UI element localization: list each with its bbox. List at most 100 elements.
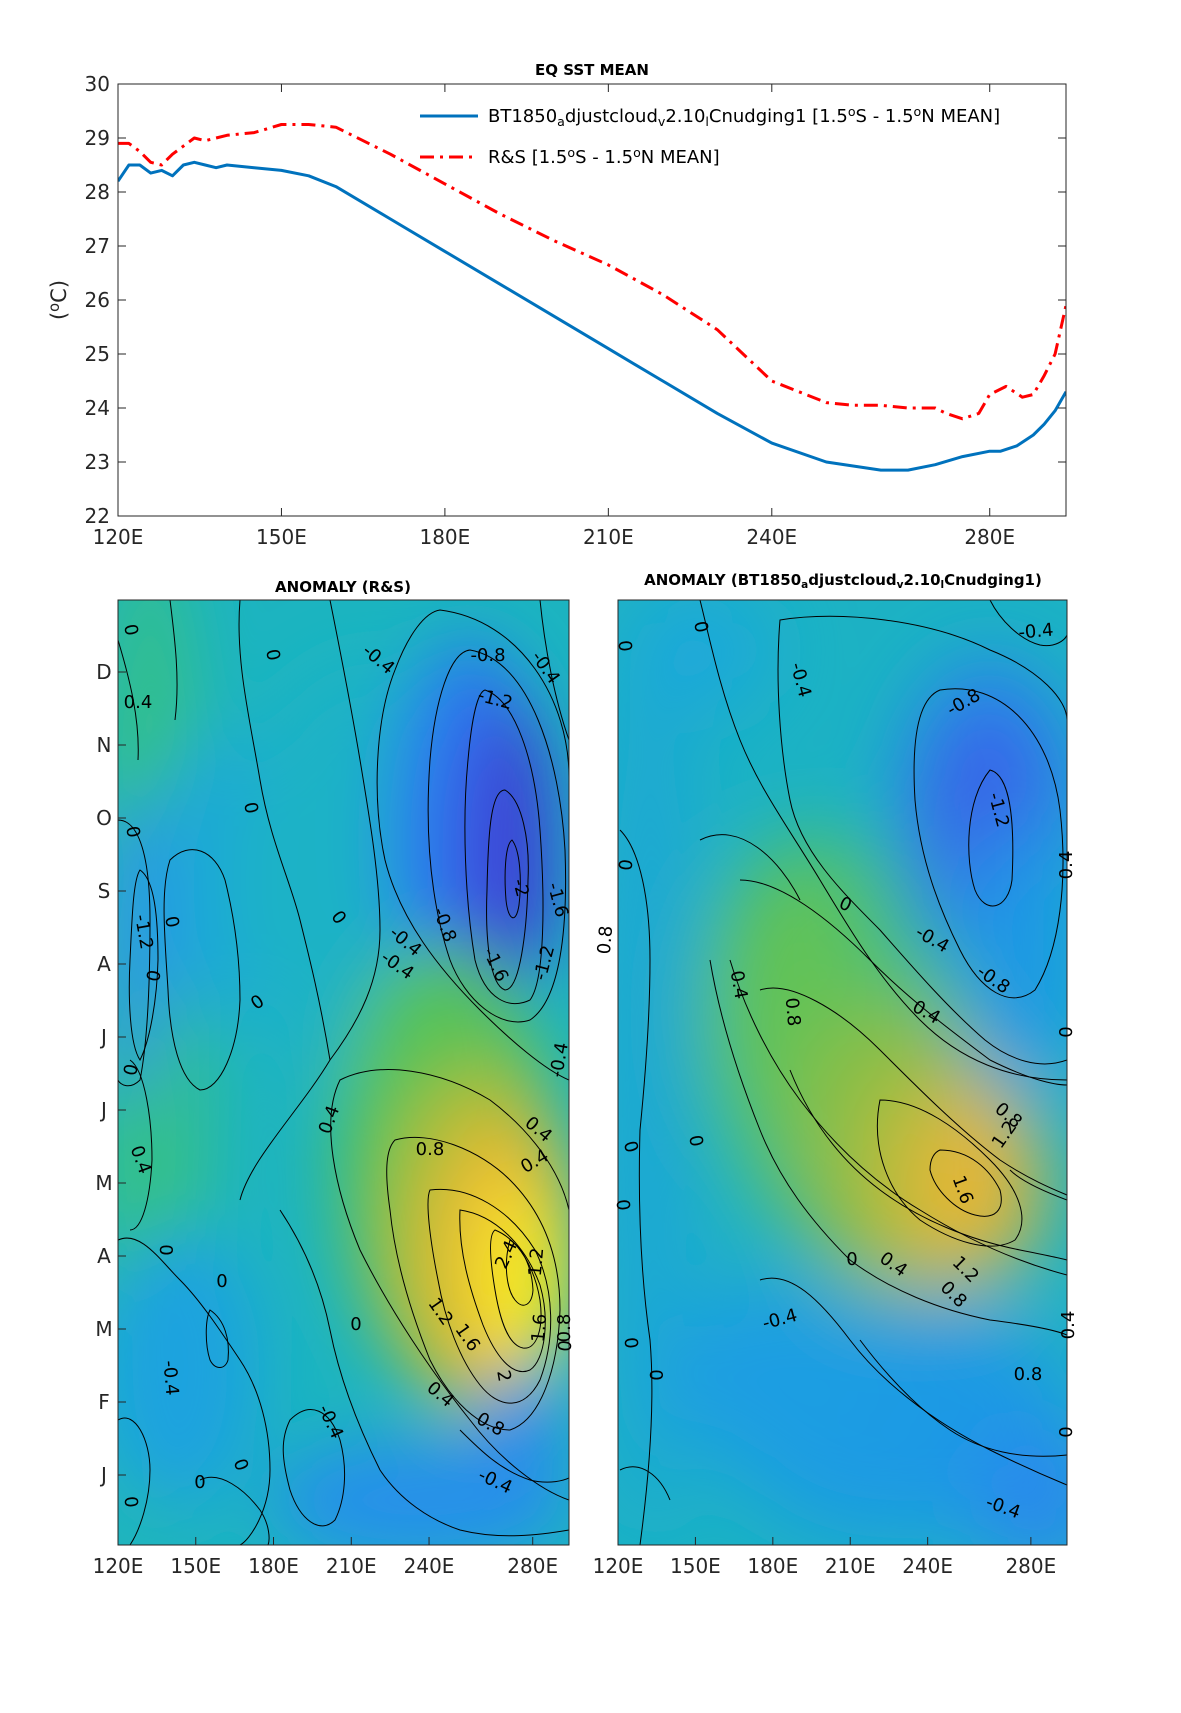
contour-label: 0	[684, 1133, 707, 1148]
y-tick-label: 30	[85, 72, 110, 96]
y-tick-label: 22	[85, 504, 110, 528]
anomaly-model-field	[618, 600, 1067, 1545]
contour-label: 0	[555, 1339, 577, 1352]
x-tick-label: 120E	[93, 1554, 144, 1578]
legend-label: R&S [1.5oS - 1.5oN MEAN]	[488, 145, 720, 168]
contour-label: 0	[143, 968, 166, 983]
x-tick-label: 240E	[404, 1554, 455, 1578]
line-chart-title: EQ SST MEAN	[535, 61, 649, 79]
anomaly-obs-title: ANOMALY (R&S)	[275, 578, 411, 596]
y-tick-label: 29	[85, 126, 110, 150]
x-tick-label: 150E	[256, 525, 307, 549]
contour-label: 0.4	[1056, 851, 1077, 880]
month-label: J	[99, 1098, 107, 1122]
x-tick-label: 280E	[1005, 1554, 1056, 1578]
x-tick-label: 240E	[746, 525, 797, 549]
y-tick-label: 27	[85, 234, 110, 258]
contour-label: 0	[155, 1244, 176, 1255]
x-tick-label: 210E	[326, 1554, 377, 1578]
x-tick-label: 150E	[170, 1554, 221, 1578]
contour-label: 0	[119, 622, 142, 637]
contour-label: 0	[121, 824, 144, 839]
month-label: D	[96, 660, 111, 684]
anomaly-model-title: ANOMALY (BT1850adjustcloudv2.10lCnudging…	[644, 571, 1042, 591]
heatmap-color-blobs	[618, 600, 1067, 1545]
contour-label: -2	[508, 876, 533, 899]
y-tick-label: 26	[85, 288, 110, 312]
anomaly-model-x-axis: 120E 150E 180E 210E 240E 280E	[593, 1537, 1056, 1578]
contour-label: 0.8	[416, 1139, 445, 1160]
anomaly-model-frame	[617, 599, 1068, 1546]
contour-label: 0	[619, 1139, 642, 1155]
contour-label: 0	[846, 1249, 857, 1270]
contour-lines	[118, 600, 569, 1545]
month-label: F	[98, 1390, 110, 1414]
month-label: J	[99, 1025, 107, 1049]
x-tick-label: 180E	[248, 1554, 299, 1578]
month-label: M	[95, 1317, 112, 1341]
x-tick-label: 180E	[419, 525, 470, 549]
contour-label: 0	[194, 1472, 205, 1493]
contour-label: 0.8	[594, 925, 617, 955]
contour-label: 0	[216, 1271, 227, 1292]
month-label: J	[99, 1463, 107, 1487]
x-tick-label: 150E	[670, 1554, 721, 1578]
x-tick-label: 280E	[964, 525, 1015, 549]
anomaly-obs-y-axis: D N O S A J J M A M F J	[95, 660, 126, 1487]
line-plot-area	[118, 84, 1066, 516]
model-sst-line	[118, 160, 1066, 472]
y-tick-label: 24	[85, 396, 110, 420]
y-tick-label: 28	[85, 180, 110, 204]
contour-label: 0	[612, 1198, 634, 1211]
contour-label: 0.8	[554, 1314, 575, 1343]
anomaly-obs-field	[118, 600, 569, 1545]
x-tick-label: 280E	[507, 1554, 558, 1578]
contour-label: 0	[1056, 1426, 1077, 1437]
contour-label: 0	[261, 647, 284, 662]
month-label: O	[96, 806, 112, 830]
contour-label: -0.4	[159, 1360, 183, 1397]
y-tick-label: 23	[85, 450, 110, 474]
contour-label: 0.4	[124, 692, 153, 713]
line-x-axis: 120E 150E 180E 210E 240E 280E	[93, 84, 1015, 549]
contour-label: 1.2	[525, 1247, 548, 1277]
line-y-axis-label: (oC)	[46, 280, 71, 320]
contour-label: 0	[120, 1495, 142, 1508]
anomaly-obs-x-axis: 120E 150E 180E 210E 240E 280E	[93, 1537, 558, 1578]
obs-sst-line	[118, 123, 1066, 421]
anomaly-obs-frame	[117, 599, 570, 1546]
x-tick-label: 210E	[825, 1554, 876, 1578]
month-label: A	[97, 952, 111, 976]
anomaly-model-panel: ANOMALY (BT1850adjustcloudv2.10lCnudging…	[593, 571, 1079, 1578]
legend: BT1850adjustcloudv2.10lCnudging1 [1.5oS …	[420, 104, 1000, 168]
x-tick-label: 120E	[93, 525, 144, 549]
line-y-axis: 22 23 24 25 26 27 28 29 30	[85, 72, 1066, 528]
contour-lines	[619, 600, 1067, 1545]
contour-label: 0.8	[1014, 1364, 1043, 1385]
contour-label: -0.8	[470, 645, 505, 666]
contour-label: 0.4	[726, 969, 752, 1001]
contour-label: -0.4	[1018, 620, 1055, 644]
contour-label: 0	[350, 1314, 361, 1335]
month-label: N	[97, 733, 112, 757]
line-chart-panel: EQ SST MEAN 120E 150E 180E 210E 240E 280E 222…	[46, 61, 1067, 549]
contour-label: 2	[492, 1368, 515, 1383]
x-tick-label: 120E	[593, 1554, 644, 1578]
line-series-group	[118, 123, 1066, 472]
contour-label: 0	[620, 1336, 642, 1349]
y-tick-label: 25	[85, 342, 110, 366]
contour-label: 0	[614, 639, 636, 652]
contour-label: 0	[1056, 1026, 1077, 1037]
contour-label: 0.8	[781, 997, 804, 1027]
contour-label: 0	[689, 619, 712, 634]
month-label: M	[95, 1171, 112, 1195]
x-tick-label: 240E	[902, 1554, 953, 1578]
month-label: S	[98, 879, 111, 903]
x-tick-label: 180E	[747, 1554, 798, 1578]
contour-label: 1.6	[528, 1313, 551, 1343]
contour-label: 0	[616, 858, 638, 871]
month-label: A	[97, 1244, 111, 1268]
anomaly-obs-panel: ANOMALY (R&S)	[93, 578, 618, 1578]
x-tick-label: 210E	[583, 525, 634, 549]
